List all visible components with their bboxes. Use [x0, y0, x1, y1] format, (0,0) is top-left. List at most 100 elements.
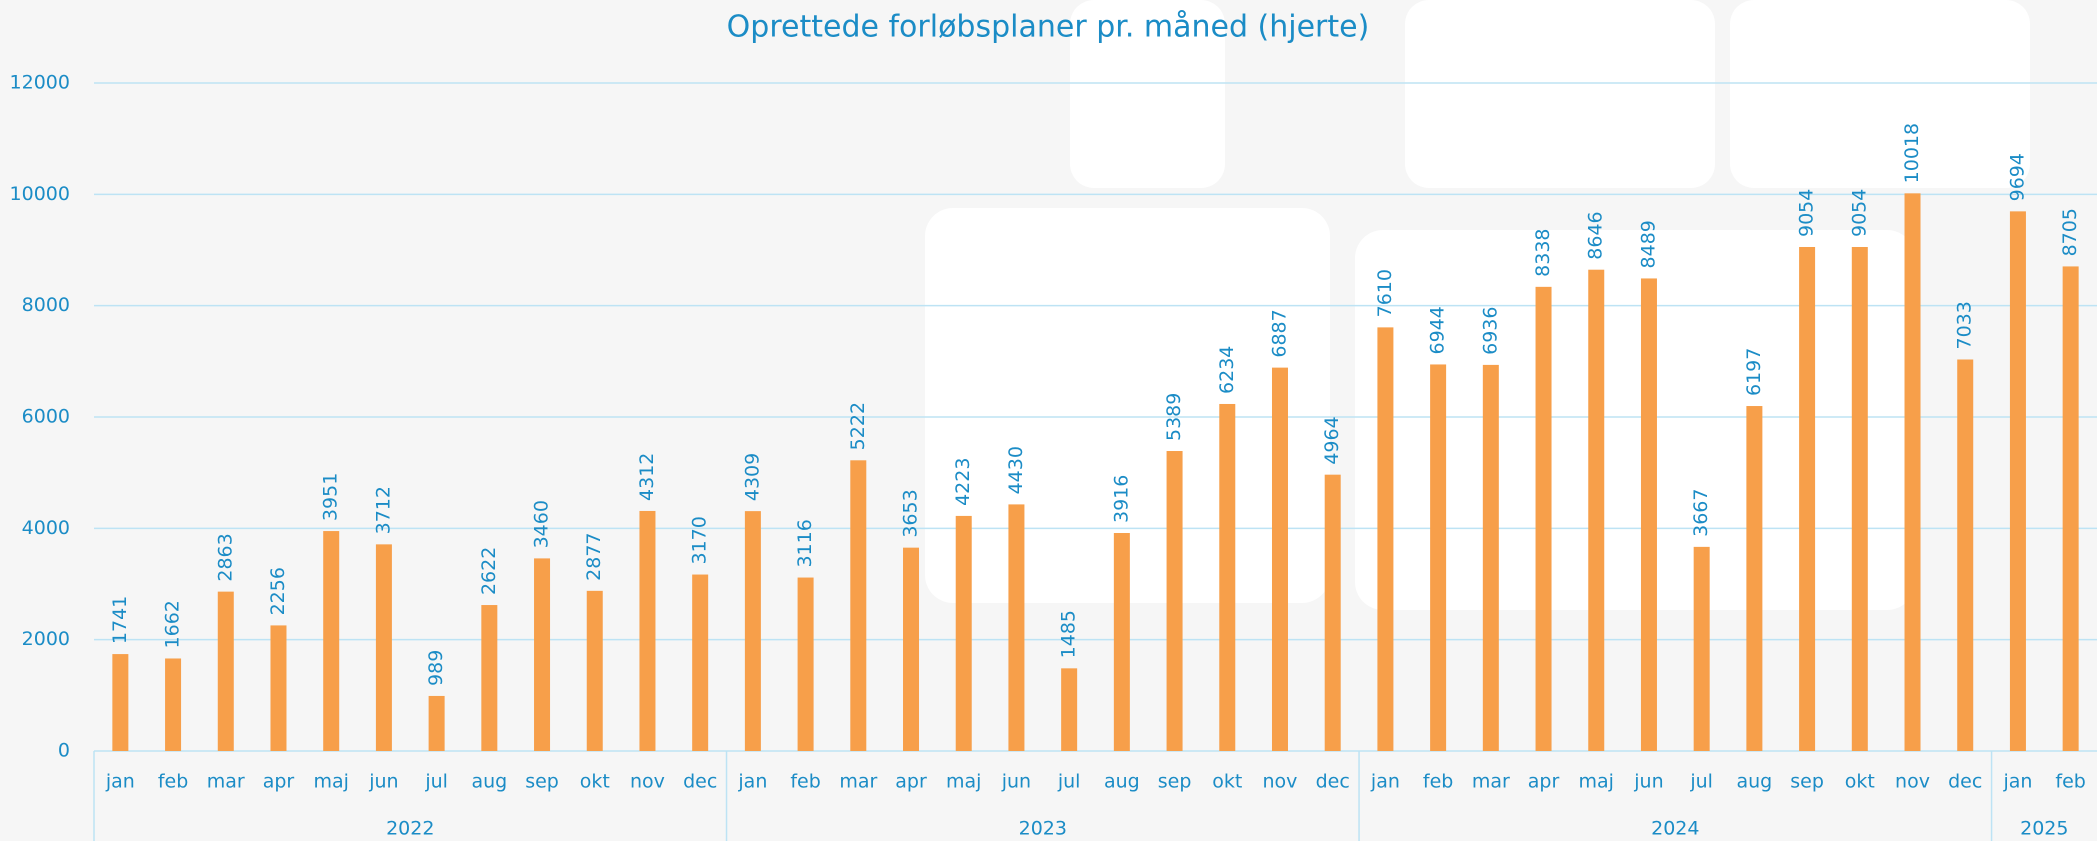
bar	[1061, 668, 1078, 751]
decor	[1405, 0, 1715, 188]
value-label: 4223	[952, 458, 974, 506]
value-label: 7610	[1374, 269, 1396, 317]
value-label: 4309	[741, 453, 763, 501]
bar	[955, 515, 972, 751]
bar	[1957, 359, 1974, 751]
bar	[1271, 367, 1288, 751]
x-tick-label: apr	[895, 771, 927, 793]
bar	[850, 460, 867, 751]
bar	[1799, 246, 1816, 751]
value-label: 6944	[1427, 306, 1449, 354]
bar	[1535, 286, 1552, 751]
value-label: 2256	[267, 567, 289, 615]
value-label: 3916	[1110, 475, 1132, 523]
x-tick-label: sep	[1158, 771, 1192, 793]
value-label: 7033	[1954, 301, 1976, 349]
value-label: 3712	[372, 486, 394, 534]
year-label: 2024	[1651, 818, 1699, 840]
x-tick-label: jan	[105, 771, 135, 793]
decor	[1730, 0, 2030, 188]
x-tick-label: feb	[158, 771, 188, 793]
bar	[112, 654, 129, 751]
decor	[1070, 0, 1225, 188]
bar	[1640, 278, 1657, 751]
value-label: 3116	[794, 519, 816, 567]
value-label: 8646	[1585, 211, 1607, 259]
value-label: 2863	[214, 533, 236, 581]
bar	[692, 574, 709, 751]
x-tick-label: jan	[1370, 771, 1400, 793]
x-tick-label: okt	[1212, 771, 1242, 793]
year-label: 2025	[2020, 818, 2068, 840]
x-tick-label: aug	[1104, 771, 1140, 793]
x-tick-label: dec	[1316, 771, 1350, 793]
x-tick-label: jul	[1689, 771, 1713, 793]
value-label: 9694	[2006, 153, 2028, 201]
x-tick-label: nov	[1263, 771, 1298, 793]
x-tick-label: sep	[525, 771, 559, 793]
x-tick-label: mar	[839, 771, 877, 793]
value-label: 4964	[1321, 416, 1343, 464]
bar	[375, 544, 392, 751]
y-tick-label: 12000	[10, 72, 70, 94]
bar	[586, 590, 603, 751]
value-label: 1741	[109, 596, 131, 644]
x-tick-label: jun	[1633, 771, 1663, 793]
bar	[1219, 403, 1236, 751]
value-label: 6936	[1479, 307, 1501, 355]
x-tick-label: okt	[1845, 771, 1875, 793]
value-label: 6234	[1216, 346, 1238, 394]
bar	[1166, 451, 1183, 751]
x-tick-label: dec	[1948, 771, 1982, 793]
bar	[2062, 266, 2079, 751]
x-tick-label: maj	[313, 771, 348, 793]
value-label: 1662	[162, 600, 184, 648]
bar	[428, 695, 445, 751]
bar	[1008, 504, 1025, 751]
year-label: 2023	[1019, 818, 1067, 840]
bar	[2009, 211, 2026, 752]
value-label: 989	[425, 650, 447, 686]
bar	[1904, 193, 1921, 752]
value-label: 6887	[1268, 309, 1290, 357]
x-tick-label: jul	[424, 771, 448, 793]
value-label: 3170	[689, 516, 711, 564]
value-label: 3951	[320, 473, 342, 521]
bar	[1113, 533, 1130, 751]
x-tick-label: jun	[368, 771, 398, 793]
x-tick-label: sep	[1790, 771, 1824, 793]
x-tick-label: nov	[1895, 771, 1930, 793]
bar	[1482, 364, 1499, 751]
bar	[481, 605, 498, 751]
bar	[1693, 546, 1710, 751]
value-label: 9054	[1848, 189, 1870, 237]
bar	[165, 658, 182, 751]
x-tick-label: nov	[630, 771, 665, 793]
x-tick-label: okt	[580, 771, 610, 793]
value-label: 5222	[847, 402, 869, 450]
bar	[534, 558, 551, 751]
value-label: 2622	[478, 547, 500, 595]
x-tick-label: jan	[2002, 771, 2032, 793]
bar	[744, 511, 761, 751]
value-label: 3667	[1690, 489, 1712, 537]
value-label: 6197	[1743, 348, 1765, 396]
bar	[639, 510, 656, 751]
bar	[270, 625, 287, 751]
x-tick-label: mar	[1472, 771, 1510, 793]
year-label: 2022	[386, 818, 434, 840]
x-tick-label: feb	[1423, 771, 1453, 793]
value-label: 4430	[1005, 446, 1027, 494]
x-tick-label: jul	[1057, 771, 1081, 793]
bar	[323, 531, 340, 751]
x-tick-label: jan	[737, 771, 767, 793]
bar	[797, 577, 814, 751]
value-label: 8489	[1637, 220, 1659, 268]
x-tick-label: apr	[263, 771, 295, 793]
y-tick-label: 8000	[22, 294, 70, 316]
value-label: 4312	[636, 453, 658, 501]
x-tick-label: maj	[946, 771, 981, 793]
value-label: 3653	[900, 489, 922, 537]
x-tick-label: mar	[207, 771, 245, 793]
